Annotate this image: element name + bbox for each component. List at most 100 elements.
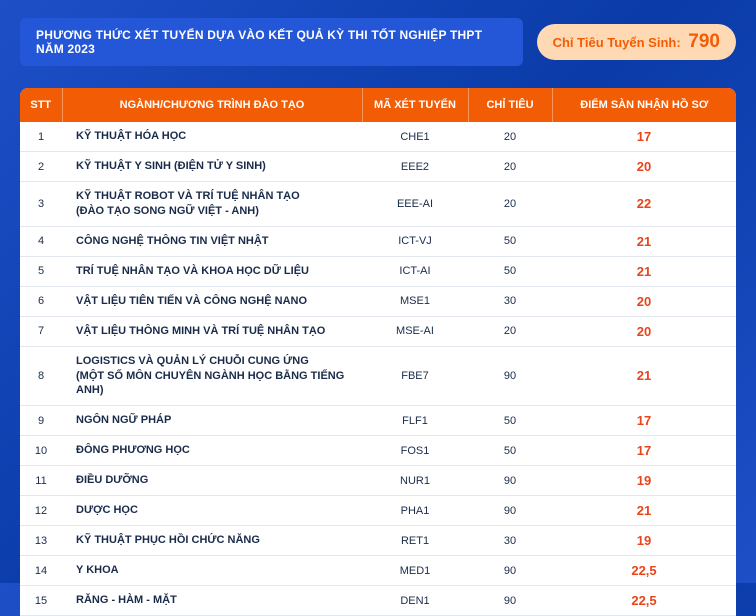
cell-score: 22,5	[552, 556, 736, 586]
cell-stt: 11	[20, 466, 62, 496]
table-row: 5TRÍ TUỆ NHÂN TẠO VÀ KHOA HỌC DỮ LIỆUICT…	[20, 256, 736, 286]
table-row: 15RĂNG - HÀM - MẶTDEN19022,5	[20, 586, 736, 616]
cell-quota: 20	[468, 316, 552, 346]
cell-name: ĐIỀU DƯỠNG	[62, 466, 362, 496]
cell-stt: 1	[20, 122, 62, 152]
cell-stt: 4	[20, 226, 62, 256]
cell-score: 21	[552, 346, 736, 406]
cell-code: CHE1	[362, 122, 468, 152]
cell-name: TRÍ TUỆ NHÂN TẠO VÀ KHOA HỌC DỮ LIỆU	[62, 256, 362, 286]
table-row: 2KỸ THUẬT Y SINH (ĐIỆN TỬ Y SINH)EEE2202…	[20, 152, 736, 182]
cell-code: FOS1	[362, 436, 468, 466]
table-row: 9NGÔN NGỮ PHÁPFLF15017	[20, 406, 736, 436]
cell-code: ICT-VJ	[362, 226, 468, 256]
cell-stt: 2	[20, 152, 62, 182]
col-header-quota: CHỈ TIÊU	[468, 88, 552, 122]
table-row: 11ĐIỀU DƯỠNGNUR19019	[20, 466, 736, 496]
cell-score: 17	[552, 122, 736, 152]
cell-score: 17	[552, 406, 736, 436]
cell-name: VẬT LIỆU THÔNG MINH VÀ TRÍ TUỆ NHÂN TẠO	[62, 316, 362, 346]
cell-stt: 10	[20, 436, 62, 466]
cell-quota: 90	[468, 346, 552, 406]
quota-label: Chỉ Tiêu Tuyển Sinh:	[553, 35, 681, 50]
table-header: STT NGÀNH/CHƯƠNG TRÌNH ĐÀO TẠO MÃ XÉT TU…	[20, 88, 736, 122]
cell-quota: 90	[468, 586, 552, 616]
cell-name: RĂNG - HÀM - MẶT	[62, 586, 362, 616]
cell-quota: 30	[468, 526, 552, 556]
cell-quota: 50	[468, 406, 552, 436]
cell-code: PHA1	[362, 496, 468, 526]
cell-name: KỸ THUẬT ROBOT VÀ TRÍ TUỆ NHÂN TẠO(ĐÀO T…	[62, 182, 362, 227]
cell-stt: 14	[20, 556, 62, 586]
cell-code: ICT-AI	[362, 256, 468, 286]
cell-name: NGÔN NGỮ PHÁP	[62, 406, 362, 436]
quota-pill: Chỉ Tiêu Tuyển Sinh: 790	[537, 24, 736, 60]
cell-name: KỸ THUẬT Y SINH (ĐIỆN TỬ Y SINH)	[62, 152, 362, 182]
cell-name: ĐÔNG PHƯƠNG HỌC	[62, 436, 362, 466]
table-row: 3KỸ THUẬT ROBOT VÀ TRÍ TUỆ NHÂN TẠO(ĐÀO …	[20, 182, 736, 227]
col-header-name: NGÀNH/CHƯƠNG TRÌNH ĐÀO TẠO	[62, 88, 362, 122]
cell-stt: 8	[20, 346, 62, 406]
cell-score: 21	[552, 226, 736, 256]
cell-score: 20	[552, 316, 736, 346]
cell-code: MSE1	[362, 286, 468, 316]
cell-score: 21	[552, 496, 736, 526]
cell-score: 22,5	[552, 586, 736, 616]
cell-score: 19	[552, 526, 736, 556]
cell-name: VẬT LIỆU TIÊN TIẾN VÀ CÔNG NGHỆ NANO	[62, 286, 362, 316]
cell-code: FBE7	[362, 346, 468, 406]
cell-stt: 5	[20, 256, 62, 286]
quota-value: 790	[688, 31, 720, 52]
table-row: 12DƯỢC HỌCPHA19021	[20, 496, 736, 526]
cell-quota: 50	[468, 436, 552, 466]
cell-quota: 20	[468, 182, 552, 227]
cell-quota: 90	[468, 496, 552, 526]
table-row: 1KỸ THUẬT HÓA HỌCCHE12017	[20, 122, 736, 152]
table-row: 10ĐÔNG PHƯƠNG HỌCFOS15017	[20, 436, 736, 466]
table-row: 6VẬT LIỆU TIÊN TIẾN VÀ CÔNG NGHỆ NANOMSE…	[20, 286, 736, 316]
header-bar: PHƯƠNG THỨC XÉT TUYỂN DỰA VÀO KẾT QUẢ KỲ…	[20, 18, 736, 66]
cell-name: DƯỢC HỌC	[62, 496, 362, 526]
page-title: PHƯƠNG THỨC XÉT TUYỂN DỰA VÀO KẾT QUẢ KỲ…	[36, 28, 482, 56]
cell-quota: 50	[468, 226, 552, 256]
table-row: 13KỸ THUẬT PHỤC HỒI CHỨC NĂNGRET13019	[20, 526, 736, 556]
admission-table: STT NGÀNH/CHƯƠNG TRÌNH ĐÀO TẠO MÃ XÉT TU…	[20, 88, 736, 616]
table-body: 1KỸ THUẬT HÓA HỌCCHE120172KỸ THUẬT Y SIN…	[20, 122, 736, 616]
cell-code: NUR1	[362, 466, 468, 496]
cell-score: 20	[552, 286, 736, 316]
cell-stt: 12	[20, 496, 62, 526]
cell-quota: 20	[468, 122, 552, 152]
cell-code: EEE-AI	[362, 182, 468, 227]
cell-quota: 90	[468, 556, 552, 586]
cell-name: LOGISTICS VÀ QUẢN LÝ CHUỖI CUNG ỨNG(MỘT …	[62, 346, 362, 406]
cell-stt: 6	[20, 286, 62, 316]
table-row: 14Y KHOAMED19022,5	[20, 556, 736, 586]
col-header-score: ĐIỂM SÀN NHẬN HỒ SƠ	[552, 88, 736, 122]
cell-stt: 7	[20, 316, 62, 346]
page-title-pill: PHƯƠNG THỨC XÉT TUYỂN DỰA VÀO KẾT QUẢ KỲ…	[20, 18, 523, 66]
admission-table-wrap: STT NGÀNH/CHƯƠNG TRÌNH ĐÀO TẠO MÃ XÉT TU…	[20, 88, 736, 616]
cell-name: KỸ THUẬT HÓA HỌC	[62, 122, 362, 152]
cell-score: 19	[552, 466, 736, 496]
cell-code: DEN1	[362, 586, 468, 616]
cell-code: FLF1	[362, 406, 468, 436]
cell-code: MED1	[362, 556, 468, 586]
cell-score: 22	[552, 182, 736, 227]
table-row: 4CÔNG NGHỆ THÔNG TIN VIỆT NHẬTICT-VJ5021	[20, 226, 736, 256]
cell-quota: 90	[468, 466, 552, 496]
cell-stt: 13	[20, 526, 62, 556]
table-row: 7VẬT LIỆU THÔNG MINH VÀ TRÍ TUỆ NHÂN TẠO…	[20, 316, 736, 346]
cell-code: EEE2	[362, 152, 468, 182]
cell-score: 17	[552, 436, 736, 466]
col-header-stt: STT	[20, 88, 62, 122]
cell-quota: 20	[468, 152, 552, 182]
table-row: 8LOGISTICS VÀ QUẢN LÝ CHUỖI CUNG ỨNG(MỘT…	[20, 346, 736, 406]
cell-quota: 30	[468, 286, 552, 316]
cell-stt: 3	[20, 182, 62, 227]
cell-quota: 50	[468, 256, 552, 286]
cell-name: Y KHOA	[62, 556, 362, 586]
cell-name: CÔNG NGHỆ THÔNG TIN VIỆT NHẬT	[62, 226, 362, 256]
cell-code: MSE-AI	[362, 316, 468, 346]
cell-stt: 9	[20, 406, 62, 436]
col-header-code: MÃ XÉT TUYỂN	[362, 88, 468, 122]
